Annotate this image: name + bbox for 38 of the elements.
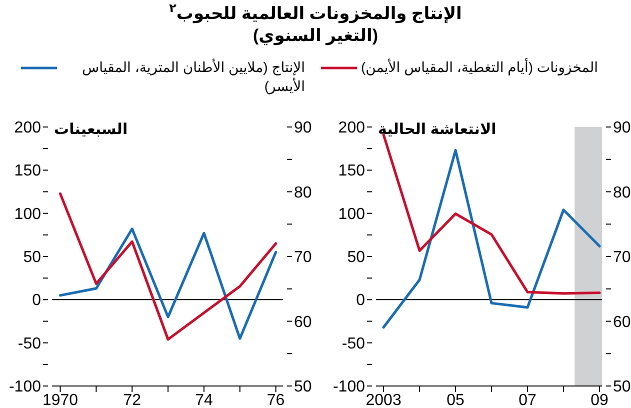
y2-tick-label: 60: [294, 314, 312, 331]
y2-tick-label: 50: [613, 378, 631, 396]
y2-tick-label: 90: [294, 120, 312, 136]
x-tick-label: 72: [123, 392, 142, 408]
annotation: الانتعاشة الحالية: [378, 121, 496, 138]
x-tick-label: 76: [266, 392, 285, 408]
y-tick-label: 100: [338, 206, 366, 223]
y-tick-label: 50: [23, 249, 42, 266]
y-tick-label: 0: [356, 292, 366, 310]
y-tick-label: 100: [14, 206, 42, 223]
y2-tick-label: 80: [294, 184, 312, 202]
y2-tick-label: 70: [613, 249, 631, 266]
annotation: السبعينات: [54, 121, 128, 138]
y2-tick-label: 50: [294, 378, 312, 396]
legend-label: الإنتاج (ملايين الأطنان المترية، المقياس الأيسر): [81, 58, 305, 96]
y2-tick-label: 70: [294, 249, 312, 266]
chart-title: الإنتاج والمخزونات العالمية للحبوب$^{٢}$: [169, 1, 462, 24]
y-tick-label: -50: [18, 335, 42, 352]
y-tick-label: -100: [8, 378, 42, 396]
y2-tick-label: 90: [613, 120, 631, 136]
y-tick-label: 150: [338, 162, 366, 180]
x-tick-label: 1970: [42, 392, 78, 408]
y-tick-label: -50: [342, 335, 366, 352]
y2-tick-label: 60: [613, 314, 631, 331]
x-tick-label: 2003: [366, 392, 402, 408]
chart-subtitle: (التغير السنوي): [253, 26, 378, 46]
x-tick-label: 05: [446, 392, 465, 408]
y-tick-label: 0: [32, 292, 42, 310]
y-tick-label: 200: [14, 120, 42, 136]
y-tick-label: -100: [332, 378, 366, 396]
x-tick-label: 07: [518, 392, 537, 408]
y-tick-label: 50: [347, 249, 366, 266]
y-tick-label: 200: [338, 120, 366, 136]
y2-tick-label: 80: [613, 184, 631, 202]
x-tick-label: 74: [195, 392, 213, 408]
legend-label: المخزونات (أيام التغطية، المقياس الأيمن): [361, 58, 598, 77]
x-tick-label: 09: [590, 392, 608, 408]
y-tick-label: 150: [14, 162, 42, 180]
